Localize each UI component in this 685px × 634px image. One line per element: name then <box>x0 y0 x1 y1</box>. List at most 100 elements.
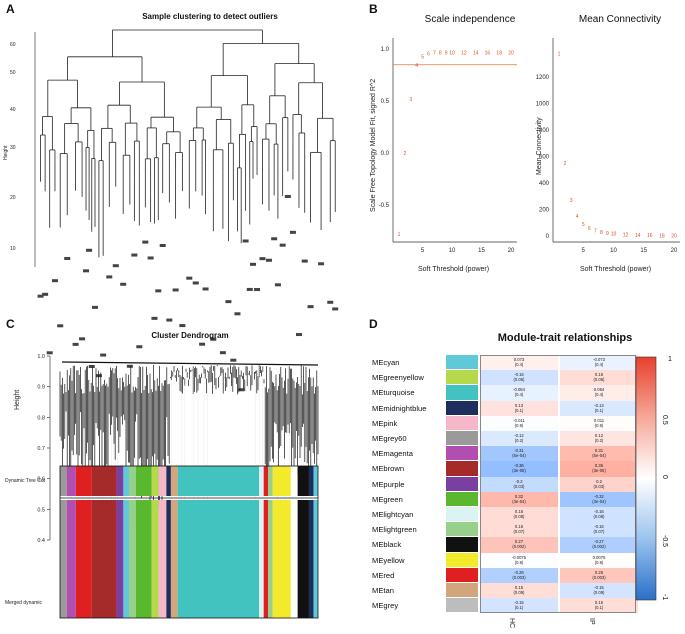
sample-label-mark <box>179 324 186 328</box>
sample-label-mark <box>151 316 158 320</box>
colorbar-tick: -0.5 <box>661 535 668 548</box>
sample-label-mark <box>46 351 53 355</box>
right-ytick: 400 <box>539 181 550 187</box>
module-label: MEgreenyellow <box>372 373 424 383</box>
merged-module-block <box>290 500 298 618</box>
ytick-label: 0.6 <box>37 477 45 483</box>
panel-a-letter: A <box>6 2 15 16</box>
right-point: 18 <box>659 233 665 239</box>
left-point: 7 <box>433 50 436 56</box>
sample-label-mark <box>318 262 325 266</box>
dendrogram-top-merge <box>61 361 319 366</box>
dynamic-module-block <box>297 466 309 496</box>
dynamic-module-block <box>135 466 152 496</box>
module-swatch <box>446 567 478 582</box>
merged-dynamic-label: Merged dynamic <box>5 600 42 606</box>
merged-module-block <box>116 500 124 618</box>
sample-label-mark <box>106 275 113 279</box>
sample-label-mark <box>254 288 261 292</box>
dynamic-module-block <box>177 466 260 496</box>
right-xtick: 20 <box>671 248 678 254</box>
right-xtick: 15 <box>640 248 647 254</box>
left-xtick: 20 <box>508 248 515 254</box>
cluster-dendrogram: 1.0 0.9 0.8 0.7 0.6 0.5 0.4 <box>37 354 319 619</box>
sample-label-mark <box>120 282 127 286</box>
dynamic-module-block <box>116 466 124 496</box>
heatmap-cell-ip: -0.073 (0.4) <box>560 355 638 371</box>
merged-module-block <box>272 500 291 618</box>
sample-label-mark <box>327 300 334 304</box>
panel-a-ytick: 20 <box>10 195 16 201</box>
panel-c-title: Cluster Dendrogram <box>151 331 229 340</box>
right-ytick: 1000 <box>536 102 550 108</box>
module-swatch <box>446 446 478 461</box>
sample-label-mark <box>289 230 296 234</box>
dynamic-module-block <box>91 466 117 496</box>
panel-d-title: Module-trait relationships <box>497 332 633 344</box>
module-label: MElightcyan <box>372 510 414 519</box>
module-label: MEred <box>372 570 395 580</box>
right-point: 10 <box>611 232 617 238</box>
ytick-label: 0.7 <box>37 446 45 452</box>
sample-label-mark <box>91 305 98 309</box>
left-point: 20 <box>508 50 514 56</box>
left-point: 16 <box>485 50 491 56</box>
module-swatch <box>446 552 478 567</box>
right-point: 6 <box>588 226 591 232</box>
dynamic-module-block <box>158 466 167 496</box>
panel-b-letter: B <box>369 2 378 16</box>
module-swatch <box>446 415 478 430</box>
heatmap-cell-hc: -0.011 (0.9) <box>480 415 558 431</box>
right-ytick: 800 <box>539 128 550 134</box>
module-label: MEpink <box>372 418 398 428</box>
merged-module-block <box>177 500 260 618</box>
right-point: 4 <box>576 214 579 220</box>
module-swatch <box>446 522 478 537</box>
sample-label-mark <box>274 283 281 287</box>
heatmap-cell-hc: -0.15 (0.1) <box>480 598 558 614</box>
right-point: 2 <box>564 161 567 167</box>
panel-c-letter: C <box>6 317 15 331</box>
merged-module-block <box>297 500 309 618</box>
module-label: MEyellow <box>372 555 405 565</box>
ytick-label: 0.4 <box>37 538 45 544</box>
sample-label-mark <box>199 342 206 346</box>
sample-label-mark <box>136 345 143 349</box>
colorbar-rect <box>635 356 657 601</box>
module-label: MEgrey <box>372 601 399 611</box>
left-point: 14 <box>473 50 479 56</box>
sample-label-mark <box>279 243 286 247</box>
left-ytick: 0.5 <box>381 99 390 105</box>
sample-label-mark <box>250 262 257 266</box>
heatmap-cell-hc: -0.2 (0.03) <box>480 476 558 492</box>
module-label: MEmagenta <box>372 449 413 459</box>
right-point: 12 <box>623 232 629 238</box>
sample-label-mark <box>166 318 173 322</box>
module-label: MEbrown <box>372 464 405 474</box>
merged-module-block <box>308 500 314 618</box>
module-swatch <box>446 476 478 491</box>
sample-label-mark <box>86 248 93 252</box>
merged-module-block <box>151 500 159 618</box>
panel-a-ytick: 60 <box>10 42 16 48</box>
heatmap-cell-hc: -0.084 (0.4) <box>480 385 558 401</box>
left-ytick: 1.0 <box>381 47 390 53</box>
dynamic-module-block <box>129 466 136 496</box>
sample-label-mark <box>57 324 64 328</box>
sample-label-mark <box>88 365 95 369</box>
sample-label-mark <box>295 333 302 337</box>
sample-label-mark <box>271 237 278 241</box>
sample-label-mark <box>238 388 245 392</box>
sample-label-mark <box>301 259 308 263</box>
right-point: 16 <box>647 233 653 239</box>
sample-label-mark <box>100 353 107 357</box>
sample-label-mark <box>131 253 138 257</box>
module-label: MEgreen <box>372 494 403 504</box>
heatmap-cell-hc: 0.16 (0.08) <box>480 507 558 523</box>
merged-module-block <box>129 500 136 618</box>
panel-a-ytick: 50 <box>10 70 16 76</box>
sample-label-mark <box>83 269 90 273</box>
heatmap-cell-ip: 0.36 (3e-05) <box>560 461 638 477</box>
module-swatch <box>446 355 478 370</box>
dynamic-module-block <box>313 466 318 496</box>
